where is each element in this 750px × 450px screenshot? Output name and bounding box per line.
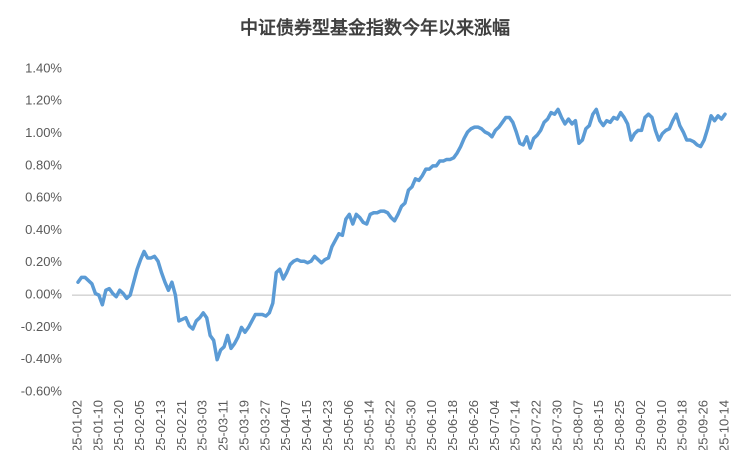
- chart-title: 中证债券型基金指数今年以来涨幅: [240, 17, 510, 38]
- x-tick-label: 2025-06-26: [466, 400, 481, 450]
- x-tick-label: 2025-05-22: [383, 400, 398, 450]
- x-tick-label: 2025-05-30: [403, 400, 418, 450]
- y-tick-label: -0.20%: [21, 319, 63, 334]
- x-tick-label: 2025-07-30: [549, 400, 564, 450]
- x-tick-label: 2025-01-02: [69, 400, 84, 450]
- x-tick-label: 2025-03-11: [216, 400, 231, 450]
- x-tick-label: 2025-04-15: [299, 400, 314, 450]
- x-tick-label: 2025-07-22: [529, 400, 544, 450]
- y-tick-label: 0.00%: [25, 287, 62, 302]
- y-tick-label: 1.20%: [25, 93, 62, 108]
- x-tick-label: 2025-04-07: [278, 400, 293, 450]
- y-tick-label: 1.00%: [25, 125, 62, 140]
- y-tick-label: 0.40%: [25, 222, 62, 237]
- x-tick-label: 2025-08-25: [612, 400, 627, 450]
- x-tick-label: 2025-09-02: [633, 400, 648, 450]
- x-tick-label: 2025-06-10: [424, 400, 439, 450]
- x-tick-label: 2025-08-15: [591, 400, 606, 450]
- x-tick-label: 2025-09-18: [675, 400, 690, 450]
- x-tick-label: 2025-03-19: [236, 400, 251, 450]
- x-tick-label: 2025-04-23: [320, 400, 335, 450]
- x-tick-label: 2025-02-05: [132, 400, 147, 450]
- line-series: [76, 107, 727, 362]
- x-tick-label: 2025-07-04: [487, 400, 502, 450]
- y-tick-label: 0.80%: [25, 157, 62, 172]
- x-tick-label: 2025-09-26: [696, 400, 711, 450]
- x-tick-label: 2025-02-21: [174, 400, 189, 450]
- x-tick-label: 2025-05-06: [341, 400, 356, 450]
- x-tick-label: 2025-03-27: [257, 400, 272, 450]
- x-tick-label: 2025-09-10: [654, 400, 669, 450]
- y-tick-label: -0.60%: [21, 383, 63, 398]
- x-tick-label: 2025-02-13: [153, 400, 168, 450]
- y-tick-label: 0.20%: [25, 254, 62, 269]
- x-tick-label: 2025-01-20: [111, 400, 126, 450]
- x-tick-label: 2025-07-14: [508, 400, 523, 450]
- x-tick-label: 2025-10-14: [716, 400, 731, 450]
- x-tick-label: 2025-06-18: [445, 400, 460, 450]
- x-tick-label: 2025-03-03: [195, 400, 210, 450]
- y-tick-label: 0.60%: [25, 190, 62, 205]
- x-tick-label: 2025-08-07: [570, 400, 585, 450]
- y-tick-label: 1.40%: [25, 60, 62, 75]
- y-tick-label: -0.40%: [21, 351, 63, 366]
- x-tick-label: 2025-01-10: [90, 400, 105, 450]
- x-tick-label: 2025-05-14: [362, 400, 377, 450]
